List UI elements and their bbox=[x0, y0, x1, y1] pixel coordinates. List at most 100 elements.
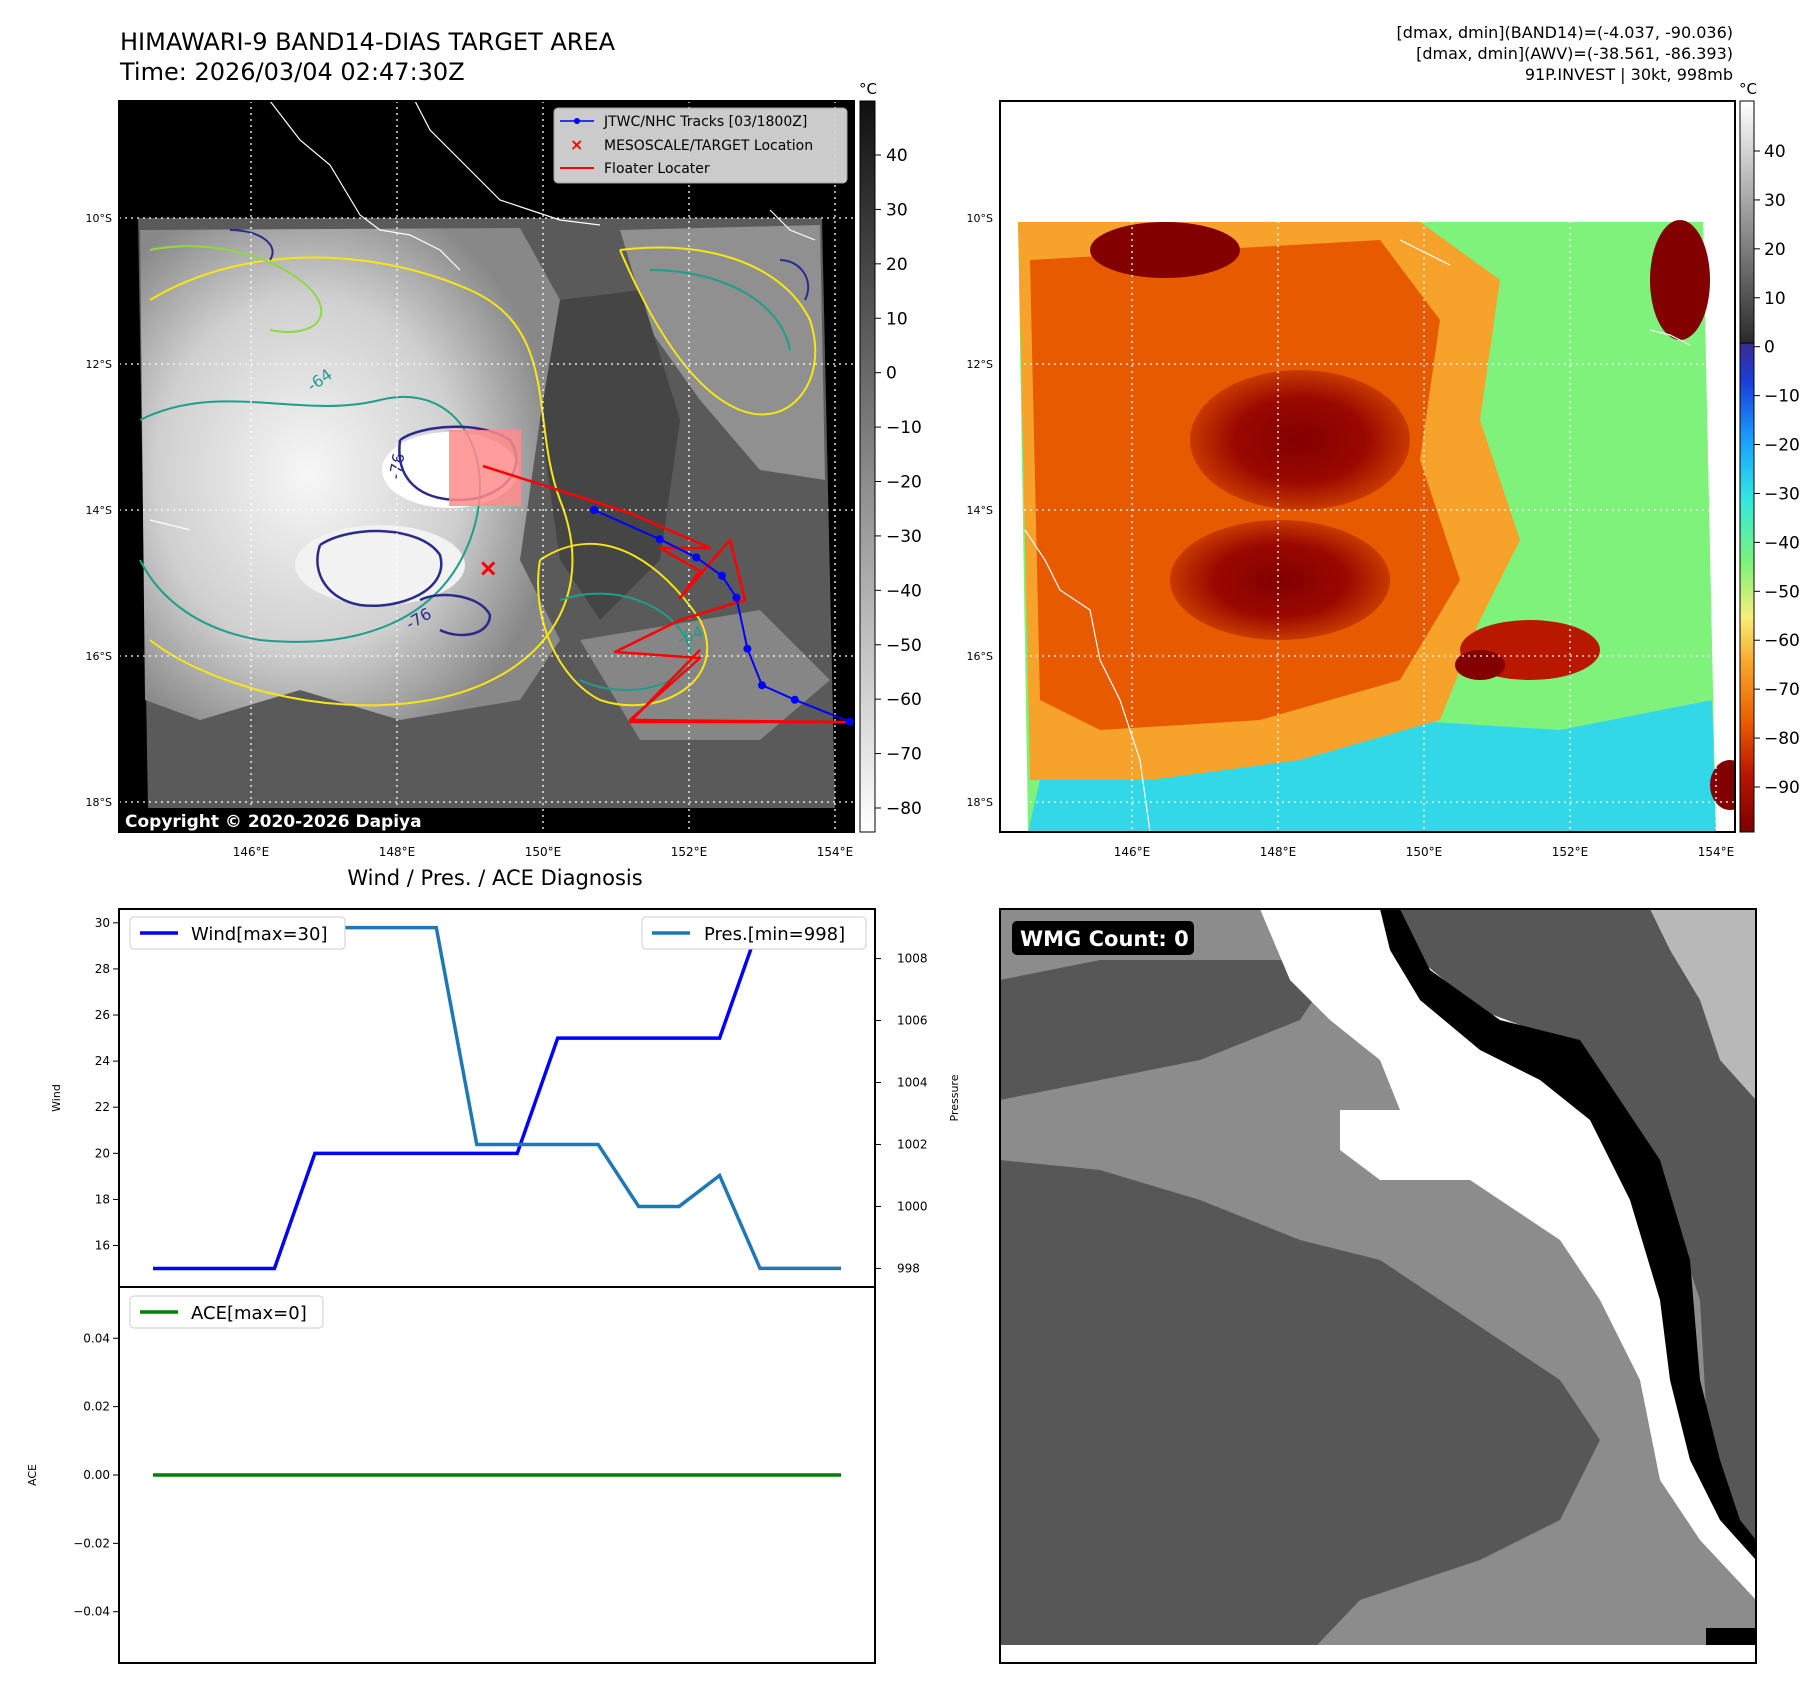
ir-cbar-tick-label: 20 bbox=[886, 255, 908, 275]
info-storm: 91P.INVEST | 30kt, 998mb bbox=[1525, 65, 1733, 84]
lat-tick-18: 18°S bbox=[86, 796, 112, 809]
ace-tick-label: 0.02 bbox=[83, 1400, 110, 1414]
ir-cbar-tick-label: −10 bbox=[886, 418, 922, 438]
awv-lat-tick-14: 14°S bbox=[967, 504, 993, 517]
awv-core-2 bbox=[1170, 520, 1390, 640]
figure-title: HIMAWARI-9 BAND14-DIAS TARGET AREA bbox=[120, 28, 616, 56]
info-band14: [dmax, dmin](BAND14)=(-4.037, -90.036) bbox=[1397, 23, 1733, 42]
ir-cloud-band-east bbox=[620, 225, 825, 480]
lat-tick-12: 12°S bbox=[86, 358, 112, 371]
track-point-3 bbox=[717, 571, 726, 580]
awv-lon-tick-148: 148°E bbox=[1260, 845, 1297, 859]
lon-tick-146: 146°E bbox=[233, 845, 270, 859]
ir-coastline bbox=[149, 101, 816, 531]
wind-legend-label: Wind[max=30] bbox=[191, 924, 328, 945]
lon-tick-152: 152°E bbox=[671, 845, 708, 859]
awv-colorbar-unit: °C bbox=[1739, 80, 1757, 98]
awv-core-3 bbox=[1090, 222, 1240, 278]
lat-tick-10: 10°S bbox=[86, 212, 112, 225]
awv-cbar-tick-label: −70 bbox=[1764, 680, 1800, 700]
track-point-4 bbox=[732, 593, 741, 602]
wind-tick-label: 18 bbox=[95, 1192, 110, 1206]
copyright-text: Copyright © 2020-2026 Dapiya bbox=[125, 812, 422, 832]
pressure-tick-label: 1006 bbox=[897, 1014, 928, 1028]
awv-lat-tick-16: 16°S bbox=[967, 650, 993, 663]
pressure-tick-label: 1008 bbox=[897, 952, 928, 966]
ir-colorbar: °C 40 30 20 10 0 −10 −20 −30 −40 −50 −60 −70 −80 bbox=[859, 80, 922, 833]
awv-gridlines bbox=[1000, 101, 1735, 832]
wind-series-line bbox=[153, 921, 841, 1271]
ace-tick-label: 0.04 bbox=[83, 1331, 110, 1345]
awv-coastline bbox=[1024, 239, 1691, 832]
wind-tick-label: 20 bbox=[95, 1146, 110, 1160]
track-point-2 bbox=[692, 553, 701, 562]
awv-core-1 bbox=[1190, 370, 1410, 510]
awv-cbar-tick-label: 30 bbox=[1764, 191, 1786, 211]
ir-map-lat-ticks: 10°S 12°S 14°S 16°S 18°S bbox=[86, 212, 112, 809]
legend-target: MESOSCALE/TARGET Location bbox=[604, 138, 813, 154]
track-point-5 bbox=[743, 644, 752, 653]
ace-tick-label: −0.02 bbox=[73, 1536, 110, 1550]
ir-contours bbox=[139, 229, 817, 707]
ace-tick-label: −0.04 bbox=[73, 1605, 110, 1619]
pressure-legend: Pres.[min=998] bbox=[641, 916, 867, 950]
awv-core-6 bbox=[1455, 650, 1505, 680]
wind-pressure-chart: 16 18 20 22 24 26 28 30 998 1000 1002 1004 1006 1008… bbox=[50, 908, 961, 1288]
ir-cbar-tick-label: 40 bbox=[886, 146, 908, 166]
awv-dry-zone-south bbox=[1028, 700, 1716, 832]
target-x-mark bbox=[481, 561, 496, 576]
lon-tick-150: 150°E bbox=[525, 845, 562, 859]
mesoscale-target-box bbox=[449, 430, 521, 506]
pressure-tick-label: 1000 bbox=[897, 1199, 928, 1213]
legend-floater: Floater Locater bbox=[604, 161, 710, 177]
awv-map-frame bbox=[999, 100, 1736, 833]
ir-cbar-tick-label: −80 bbox=[886, 799, 922, 819]
wind-tick-label: 28 bbox=[95, 962, 110, 976]
ir-cold-core-2 bbox=[295, 525, 465, 605]
pressure-tick-label: 1004 bbox=[897, 1076, 928, 1090]
ir-cbar-tick-label: −50 bbox=[886, 636, 922, 656]
wind-legend: Wind[max=30] bbox=[129, 916, 346, 950]
lat-tick-16: 16°S bbox=[86, 650, 112, 663]
wind-tick-label: 30 bbox=[95, 916, 110, 930]
ir-cbar-tick-label: −20 bbox=[886, 473, 922, 493]
awv-cbar-tick-label: −90 bbox=[1764, 778, 1800, 798]
awv-lon-tick-152: 152°E bbox=[1552, 845, 1589, 859]
wmg-label-box bbox=[1012, 921, 1194, 955]
awv-cbar-tick-label: 0 bbox=[1764, 338, 1775, 358]
wmg-panel: WMG Count: 0 bbox=[999, 908, 1757, 1664]
ace-tick-label: 0.00 bbox=[83, 1468, 110, 1482]
lon-tick-148: 148°E bbox=[379, 845, 416, 859]
wmg-black-band bbox=[1380, 909, 1756, 1560]
awv-cbar-tick-label: −80 bbox=[1764, 729, 1800, 749]
ir-cbar-tick-label: 10 bbox=[886, 309, 908, 329]
awv-core-4 bbox=[1650, 220, 1710, 340]
awv-cbar-tick-label: 10 bbox=[1764, 289, 1786, 309]
track-point-7 bbox=[790, 695, 799, 704]
ace-ylabel: ACE bbox=[26, 1464, 39, 1486]
pressure-tick-label: 1002 bbox=[897, 1137, 928, 1151]
svg-text:×: × bbox=[570, 135, 583, 154]
wmg-light-edge bbox=[1650, 909, 1756, 1100]
ir-map-panel: -64 -76 -76 -64 bbox=[118, 100, 855, 833]
awv-map-lon-ticks: 146°E 148°E 150°E 152°E 154°E bbox=[1114, 845, 1735, 859]
track-point-6 bbox=[758, 681, 766, 690]
awv-colorbar: °C 40 30 20 10 0 −10 −20 −30 −40 −50 −60 −70 −80 −90 bbox=[1739, 80, 1800, 833]
pressure-ylabel: Pressure bbox=[948, 1074, 961, 1121]
lon-tick-154: 154°E bbox=[817, 845, 854, 859]
target-location-marker bbox=[481, 561, 496, 576]
ir-cbar-tick-label: 30 bbox=[886, 200, 908, 220]
wind-tick-label: 24 bbox=[95, 1054, 110, 1068]
legend-track: JTWC/NHC Tracks [03/1800Z] bbox=[603, 114, 807, 130]
wind-tick-label: 22 bbox=[95, 1100, 110, 1114]
awv-lat-tick-18: 18°S bbox=[967, 796, 993, 809]
awv-lon-tick-154: 154°E bbox=[1698, 845, 1735, 859]
wmg-white-tongue bbox=[1340, 1110, 1500, 1180]
ace-legend: ACE[max=0] bbox=[129, 1295, 324, 1329]
track-point-1 bbox=[655, 535, 664, 544]
figure-time: Time: 2026/03/04 02:47:30Z bbox=[119, 58, 465, 86]
ace-legend-label: ACE[max=0] bbox=[191, 1303, 307, 1324]
wind-ylabel: Wind bbox=[50, 1084, 63, 1112]
ir-cbar-tick-label: −40 bbox=[886, 581, 922, 601]
